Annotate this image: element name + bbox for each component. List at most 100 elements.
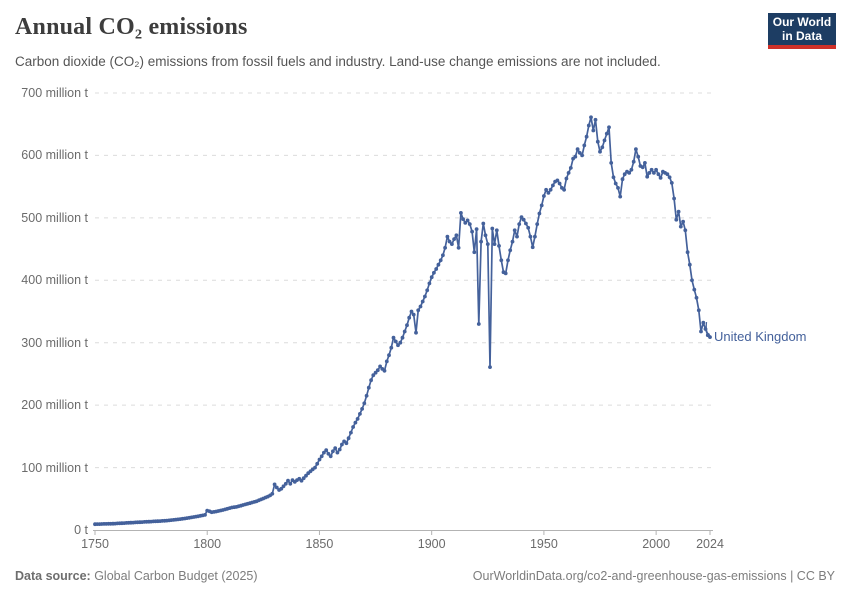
data-point	[324, 448, 329, 452]
data-point	[557, 181, 562, 186]
data-point	[694, 295, 699, 300]
data-point	[279, 486, 284, 491]
page-title: Annual CO₂ emissions	[15, 14, 248, 40]
data-point	[346, 436, 351, 441]
data-point	[524, 221, 528, 226]
data-point	[566, 171, 571, 175]
data-point	[452, 237, 456, 242]
data-source-label: Data source:	[15, 569, 91, 583]
data-point	[542, 194, 546, 198]
y-tick-label: 600 million t	[21, 148, 88, 163]
data-point	[506, 258, 510, 263]
y-tick-label: 400 million t	[21, 273, 88, 288]
data-point	[634, 147, 638, 152]
y-tick-label: 200 million t	[21, 398, 88, 413]
data-point	[301, 476, 306, 481]
data-point	[551, 183, 555, 188]
data-point	[508, 248, 513, 253]
data-point	[335, 450, 340, 455]
data-point	[488, 365, 492, 369]
data-point	[396, 343, 400, 348]
data-point	[459, 211, 463, 215]
data-point	[595, 139, 600, 144]
data-point	[696, 308, 701, 313]
data-point	[315, 461, 320, 466]
chart-subtitle: Carbon dioxide (CO₂) emissions from foss…	[15, 54, 661, 69]
data-point	[445, 234, 450, 239]
data-point	[683, 228, 688, 233]
data-point	[647, 171, 652, 175]
data-point	[674, 217, 679, 222]
data-point	[699, 329, 703, 334]
y-tick-label: 700 million t	[21, 86, 88, 100]
data-point	[414, 330, 418, 335]
data-point	[636, 154, 641, 159]
data-point	[499, 258, 504, 263]
data-point	[423, 294, 427, 299]
data-point	[631, 159, 636, 164]
data-point	[438, 258, 443, 263]
data-point	[467, 222, 472, 227]
data-point	[494, 228, 499, 233]
x-tick-label: 1950	[529, 537, 558, 551]
data-point	[281, 484, 286, 489]
data-point	[479, 239, 483, 244]
series-end-label[interactable]: United Kingdom	[714, 329, 807, 344]
data-point	[436, 262, 441, 267]
data-point	[622, 172, 627, 177]
y-tick-label: 0 t	[74, 523, 88, 537]
data-point	[333, 446, 338, 451]
data-point	[326, 451, 331, 456]
data-point	[602, 138, 607, 143]
data-point	[274, 485, 279, 490]
data-point	[476, 322, 481, 326]
data-point	[384, 359, 389, 364]
data-point	[629, 167, 634, 172]
y-tick-label: 100 million t	[21, 460, 88, 475]
data-point	[526, 225, 531, 230]
data-point	[539, 203, 544, 208]
data-point	[389, 345, 394, 350]
data-point	[461, 217, 465, 222]
data-point	[407, 315, 412, 320]
data-point	[544, 187, 548, 192]
data-point	[450, 242, 454, 247]
data-point	[687, 262, 692, 267]
data-point	[676, 209, 681, 214]
data-point	[366, 385, 371, 390]
data-point	[463, 221, 468, 225]
data-source-note: Data source: Global Carbon Budget (2025)	[15, 569, 258, 583]
data-point	[649, 167, 654, 172]
data-point	[319, 454, 324, 459]
data-point	[627, 171, 632, 175]
data-point	[391, 335, 396, 340]
data-point	[283, 481, 288, 486]
owid-logo[interactable]: Our World in Data	[768, 13, 836, 49]
end-label-arrowhead	[706, 332, 712, 338]
data-point	[447, 239, 452, 244]
owid-citation-link[interactable]: OurWorldinData.org/co2-and-greenhouse-ga…	[472, 569, 835, 583]
x-tick-label: 2024	[696, 537, 724, 551]
data-point	[575, 147, 580, 152]
data-point	[340, 442, 344, 447]
data-point	[454, 233, 459, 238]
data-point	[375, 368, 380, 373]
data-point	[665, 172, 670, 177]
x-tick-label: 1750	[81, 537, 109, 551]
data-point	[371, 373, 376, 378]
data-point	[672, 196, 676, 201]
data-point	[519, 215, 524, 220]
data-point	[562, 187, 566, 192]
x-tick-label: 1850	[305, 537, 334, 551]
data-point	[286, 478, 290, 483]
data-point	[546, 191, 551, 195]
data-point	[382, 368, 387, 373]
data-point	[490, 226, 495, 231]
data-point	[582, 143, 587, 148]
data-point	[618, 194, 623, 199]
data-point	[362, 401, 367, 406]
data-point	[497, 244, 501, 248]
data-point	[387, 353, 391, 358]
data-point	[369, 378, 373, 383]
